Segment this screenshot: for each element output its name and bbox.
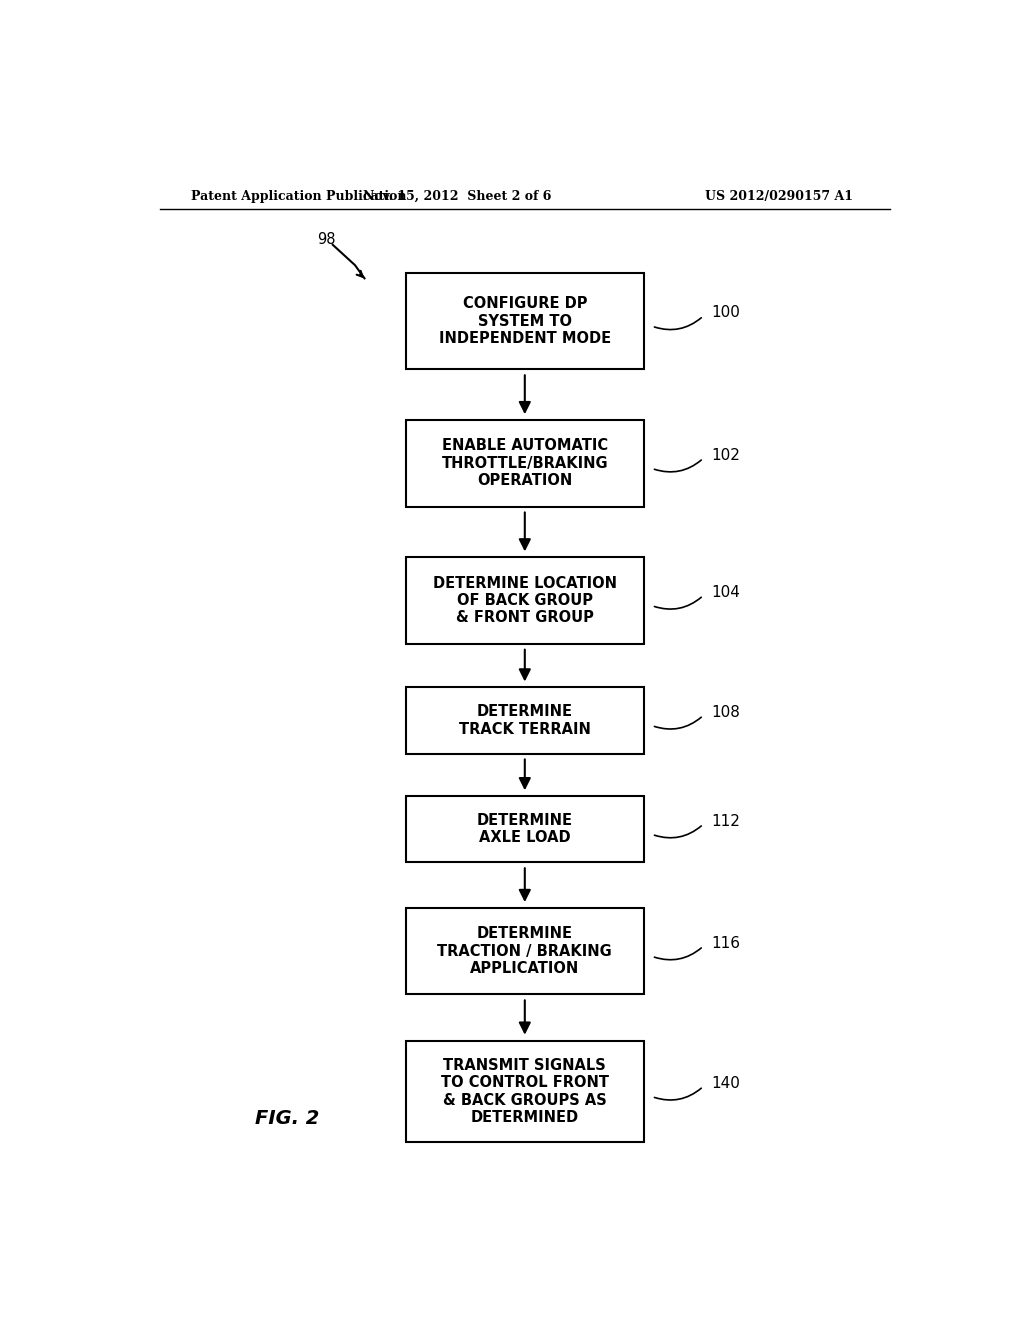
Text: DETERMINE
TRACTION / BRAKING
APPLICATION: DETERMINE TRACTION / BRAKING APPLICATION <box>437 927 612 975</box>
Text: 102: 102 <box>712 447 740 463</box>
Text: 116: 116 <box>712 936 740 950</box>
FancyBboxPatch shape <box>406 273 644 370</box>
Text: CONFIGURE DP
SYSTEM TO
INDEPENDENT MODE: CONFIGURE DP SYSTEM TO INDEPENDENT MODE <box>438 296 611 346</box>
FancyBboxPatch shape <box>406 688 644 754</box>
Text: 112: 112 <box>712 813 740 829</box>
Text: 140: 140 <box>712 1076 740 1090</box>
Text: 104: 104 <box>712 585 740 599</box>
FancyBboxPatch shape <box>406 557 644 644</box>
Text: DETERMINE
AXLE LOAD: DETERMINE AXLE LOAD <box>477 813 572 845</box>
FancyBboxPatch shape <box>406 1040 644 1142</box>
Text: FIG. 2: FIG. 2 <box>255 1109 318 1129</box>
Text: Nov. 15, 2012  Sheet 2 of 6: Nov. 15, 2012 Sheet 2 of 6 <box>364 190 552 202</box>
Text: DETERMINE LOCATION
OF BACK GROUP
& FRONT GROUP: DETERMINE LOCATION OF BACK GROUP & FRONT… <box>433 576 616 626</box>
Text: US 2012/0290157 A1: US 2012/0290157 A1 <box>705 190 853 202</box>
Text: ENABLE AUTOMATIC
THROTTLE/BRAKING
OPERATION: ENABLE AUTOMATIC THROTTLE/BRAKING OPERAT… <box>441 438 608 488</box>
Text: 100: 100 <box>712 305 740 321</box>
FancyBboxPatch shape <box>406 420 644 507</box>
FancyBboxPatch shape <box>406 796 644 862</box>
FancyBboxPatch shape <box>406 908 644 994</box>
Text: Patent Application Publication: Patent Application Publication <box>191 190 407 202</box>
Text: DETERMINE
TRACK TERRAIN: DETERMINE TRACK TERRAIN <box>459 705 591 737</box>
Text: 108: 108 <box>712 705 740 719</box>
Text: TRANSMIT SIGNALS
TO CONTROL FRONT
& BACK GROUPS AS
DETERMINED: TRANSMIT SIGNALS TO CONTROL FRONT & BACK… <box>440 1057 609 1125</box>
Text: 98: 98 <box>316 232 336 247</box>
